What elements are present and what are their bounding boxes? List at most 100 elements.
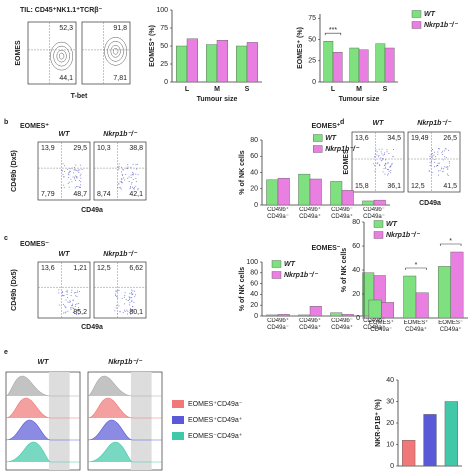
event-dot [435, 165, 437, 167]
event-dot [130, 289, 132, 291]
event-dot [62, 163, 64, 165]
flow-plot-label: WT [59, 251, 71, 258]
legend-swatch [373, 220, 384, 228]
event-dot [74, 308, 76, 310]
event-dot [384, 152, 386, 154]
event-dot [76, 309, 78, 311]
event-dot [442, 171, 444, 173]
x-tick-label: L [185, 86, 190, 93]
event-dot [117, 166, 119, 168]
y-tick-label: 0 [312, 79, 316, 86]
event-dot [130, 176, 132, 178]
event-dot [126, 309, 128, 311]
event-dot [78, 303, 80, 305]
event-dot [132, 171, 134, 173]
panel-label: c [4, 235, 8, 242]
event-dot [380, 160, 382, 162]
event-dot [388, 170, 390, 172]
event-dot [79, 186, 81, 188]
event-dot [62, 303, 64, 305]
event-dot [374, 156, 376, 158]
event-dot [433, 151, 435, 153]
event-dot [122, 169, 124, 171]
flow-y-label: CD49b (Dx5) [11, 269, 18, 311]
event-dot [135, 177, 137, 179]
event-dot [442, 153, 444, 155]
event-dot [135, 173, 137, 175]
event-dot [441, 152, 443, 154]
event-dot [136, 168, 138, 170]
y-tick-label: 80 [250, 270, 258, 277]
event-dot [115, 291, 117, 293]
event-dot [78, 291, 80, 293]
bar [415, 292, 429, 319]
event-dot [132, 187, 134, 189]
histogram-curve [87, 419, 162, 441]
event-dot [118, 183, 120, 185]
event-dot [127, 310, 129, 312]
event-dot [128, 296, 130, 298]
event-dot [118, 305, 120, 307]
event-dot [70, 178, 72, 180]
significance-bracket [405, 267, 427, 270]
contour [53, 45, 70, 67]
event-dot [131, 305, 133, 307]
event-dot [72, 307, 74, 309]
bar [216, 40, 229, 83]
event-dot [67, 177, 69, 179]
event-dot [382, 154, 384, 156]
x-tick-label-box: CD49b⁻ CD49a⁺ [331, 207, 353, 220]
quadrant-value: 29,5 [73, 145, 87, 152]
event-dot [121, 173, 123, 175]
event-dot [432, 149, 434, 151]
y-axis-label: NKR-P1B⁺ (%) [375, 399, 382, 447]
event-dot [75, 304, 77, 306]
bar [277, 177, 290, 206]
flow-y-label: CD49b (Dx5) [11, 150, 18, 192]
event-dot [382, 171, 384, 173]
event-dot [68, 186, 70, 188]
bar [323, 41, 334, 83]
event-dot [63, 176, 65, 178]
event-dot [386, 168, 388, 170]
event-dot [132, 174, 134, 176]
event-dot [66, 291, 68, 293]
event-dot [71, 289, 73, 291]
bar [384, 47, 395, 83]
event-dot [433, 154, 435, 156]
x-tick-label: CD49b⁻ CD49a⁺ [331, 318, 353, 331]
histogram-curve [5, 419, 80, 441]
event-dot [70, 295, 72, 297]
bar [186, 38, 199, 83]
event-dot [81, 168, 83, 170]
event-dot [129, 304, 131, 306]
event-dot [74, 187, 76, 189]
event-dot [376, 151, 378, 153]
bar [444, 401, 458, 467]
event-dot [383, 168, 385, 170]
event-dot [120, 188, 122, 190]
event-dot [125, 174, 127, 176]
event-dot [431, 152, 433, 154]
event-dot [128, 298, 130, 300]
event-dot [385, 163, 387, 165]
event-dot [62, 170, 64, 172]
event-dot [448, 160, 450, 162]
event-dot [373, 163, 375, 165]
event-dot [135, 181, 137, 183]
event-dot [130, 174, 132, 176]
contour [107, 41, 124, 62]
event-dot [118, 163, 120, 165]
event-dot [118, 166, 120, 168]
bar [277, 314, 290, 317]
event-dot [78, 309, 80, 311]
event-dot [436, 164, 438, 166]
event-dot [376, 163, 378, 165]
histogram-curve [5, 441, 80, 463]
flow-x-label: CD49a [419, 200, 441, 207]
y-tick-label: 40 [386, 377, 394, 384]
bar [266, 179, 279, 206]
quadrant-value: 15,8 [355, 183, 369, 190]
gate-region [48, 372, 70, 470]
event-dot [441, 168, 443, 170]
